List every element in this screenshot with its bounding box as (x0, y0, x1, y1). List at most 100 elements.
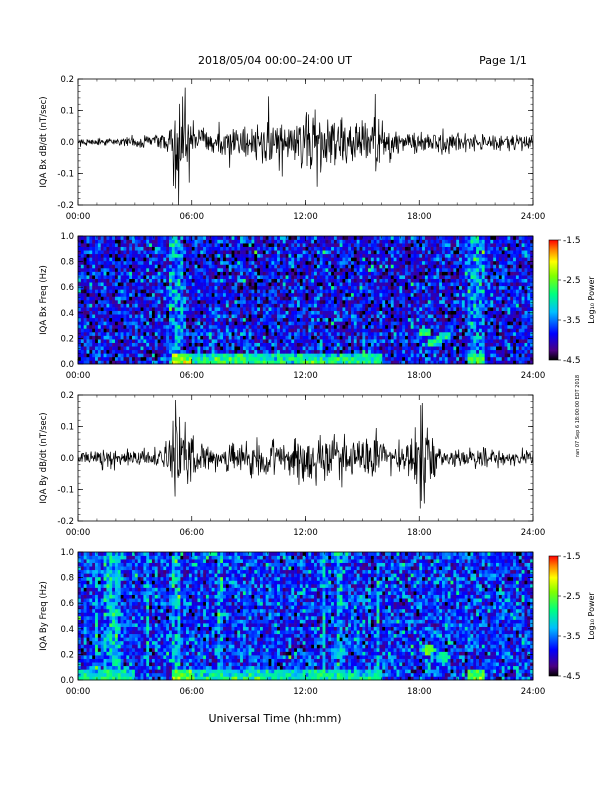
spectrogram-cell (237, 278, 241, 283)
spectrogram-cell (234, 300, 238, 304)
spectrogram-cell (376, 264, 380, 269)
spectrogram-cell (407, 278, 412, 283)
spectrogram-cell (368, 236, 372, 240)
spectrogram-cell (271, 243, 275, 247)
spectrogram-cell (78, 246, 82, 251)
spectrogram-cell (251, 253, 255, 258)
spectrogram-cell (296, 317, 301, 322)
spectrogram-cell (424, 260, 429, 265)
spectrogram-cell (368, 314, 372, 319)
spectrogram-cell (319, 264, 323, 269)
spectrogram-cell (353, 353, 357, 358)
spectrogram-cell (191, 339, 195, 343)
spectrogram-cell (311, 328, 315, 333)
spectrogram-cell (223, 250, 227, 255)
spectrogram-cell (450, 303, 454, 308)
spectrogram-cell (328, 324, 332, 329)
spectrogram-cell (120, 243, 124, 247)
spectrogram-cell (322, 257, 326, 262)
spectrogram-cell (242, 349, 247, 354)
spectrogram-cell (188, 342, 193, 347)
spectrogram-cell (220, 260, 224, 265)
spectrogram-cell (285, 239, 289, 244)
spectrogram-cell (325, 353, 329, 358)
spectrogram-cell (402, 257, 406, 262)
spectrogram-cell (268, 317, 272, 322)
spectrogram-cell (439, 300, 443, 304)
spectrogram-cell (274, 282, 278, 287)
spectrogram-cell (126, 260, 130, 265)
spectrogram-cell (368, 310, 372, 315)
spectrogram-cell (410, 317, 414, 322)
spectrogram-cell (282, 353, 286, 358)
spectrogram-cell (92, 324, 96, 329)
spectrogram-cell (405, 253, 409, 258)
spectrogram-cell (453, 342, 457, 347)
spectrogram-cell (180, 271, 184, 276)
spectrogram-cell (86, 278, 90, 283)
spectrogram-cell (333, 360, 338, 365)
spectrogram-cell (422, 292, 426, 297)
spectrogram-cell (126, 268, 130, 272)
spectrogram-cell (174, 353, 178, 358)
spectrogram-cell (177, 296, 181, 301)
spectrogram-cell (106, 243, 110, 247)
spectrogram-cell (242, 278, 247, 283)
spectrogram-cell (242, 317, 247, 322)
spectrogram-cell (78, 296, 82, 301)
spectrogram-cell (345, 239, 349, 244)
spectrogram-cell (143, 314, 147, 319)
spectrogram-cell (436, 332, 440, 336)
spectrogram-cell (442, 250, 446, 255)
spectrogram-cell (117, 250, 121, 255)
spectrogram-cell (237, 300, 241, 304)
spectrogram-cell (132, 257, 136, 262)
spectrogram-cell (217, 335, 221, 340)
spectrogram-cell (237, 317, 241, 322)
spectrogram-cell (416, 253, 420, 258)
spectrogram-cell (328, 260, 332, 265)
spectrogram-cell (154, 335, 158, 340)
spectrogram-cell (177, 356, 181, 361)
spectrogram-cell (444, 278, 448, 283)
spectrogram-cell (427, 317, 431, 322)
spectrogram-cell (436, 339, 440, 343)
spectrogram-cell (353, 321, 357, 326)
spectrogram-cell (257, 356, 261, 361)
spectrogram-cell (268, 253, 272, 258)
spectrogram-cell (373, 314, 377, 319)
spectrogram-cell (151, 271, 156, 276)
spectrogram-cell (205, 239, 210, 244)
spectrogram-cell (132, 342, 136, 347)
spectrogram-cell (169, 289, 173, 294)
spectrogram-cell (314, 342, 318, 347)
spectrogram-cell (410, 324, 414, 329)
spectrogram-cell (410, 356, 414, 361)
spectrogram-cell (180, 332, 184, 336)
spectrogram-cell (296, 271, 301, 276)
spectrogram-cell (308, 349, 312, 354)
spectrogram-cell (157, 289, 161, 294)
spectrogram-cell (339, 296, 343, 301)
spectrogram-cell (416, 285, 420, 290)
spectrogram-cell (439, 257, 443, 262)
spectrogram-cell (260, 321, 264, 326)
spectrogram-cell (177, 246, 181, 251)
spectrogram-cell (149, 317, 153, 322)
spectrogram-cell (126, 328, 130, 333)
spectrogram-cell (413, 324, 417, 329)
spectrogram-cell (410, 253, 414, 258)
spectrogram-cell (129, 300, 133, 304)
spectrogram-cell (268, 257, 272, 262)
spectrogram-cell (183, 339, 187, 343)
spectrogram-cell (277, 285, 281, 290)
spectrogram-cell (83, 292, 87, 297)
spectrogram-cell (132, 278, 136, 283)
spectrogram-cell (268, 289, 272, 294)
spectrogram-cell (399, 300, 403, 304)
spectrogram-cell (231, 328, 235, 333)
spectrogram-cell (132, 328, 136, 333)
spectrogram-cell (211, 278, 215, 283)
spectrogram-cell (86, 356, 90, 361)
spectrogram-cell (80, 250, 84, 255)
